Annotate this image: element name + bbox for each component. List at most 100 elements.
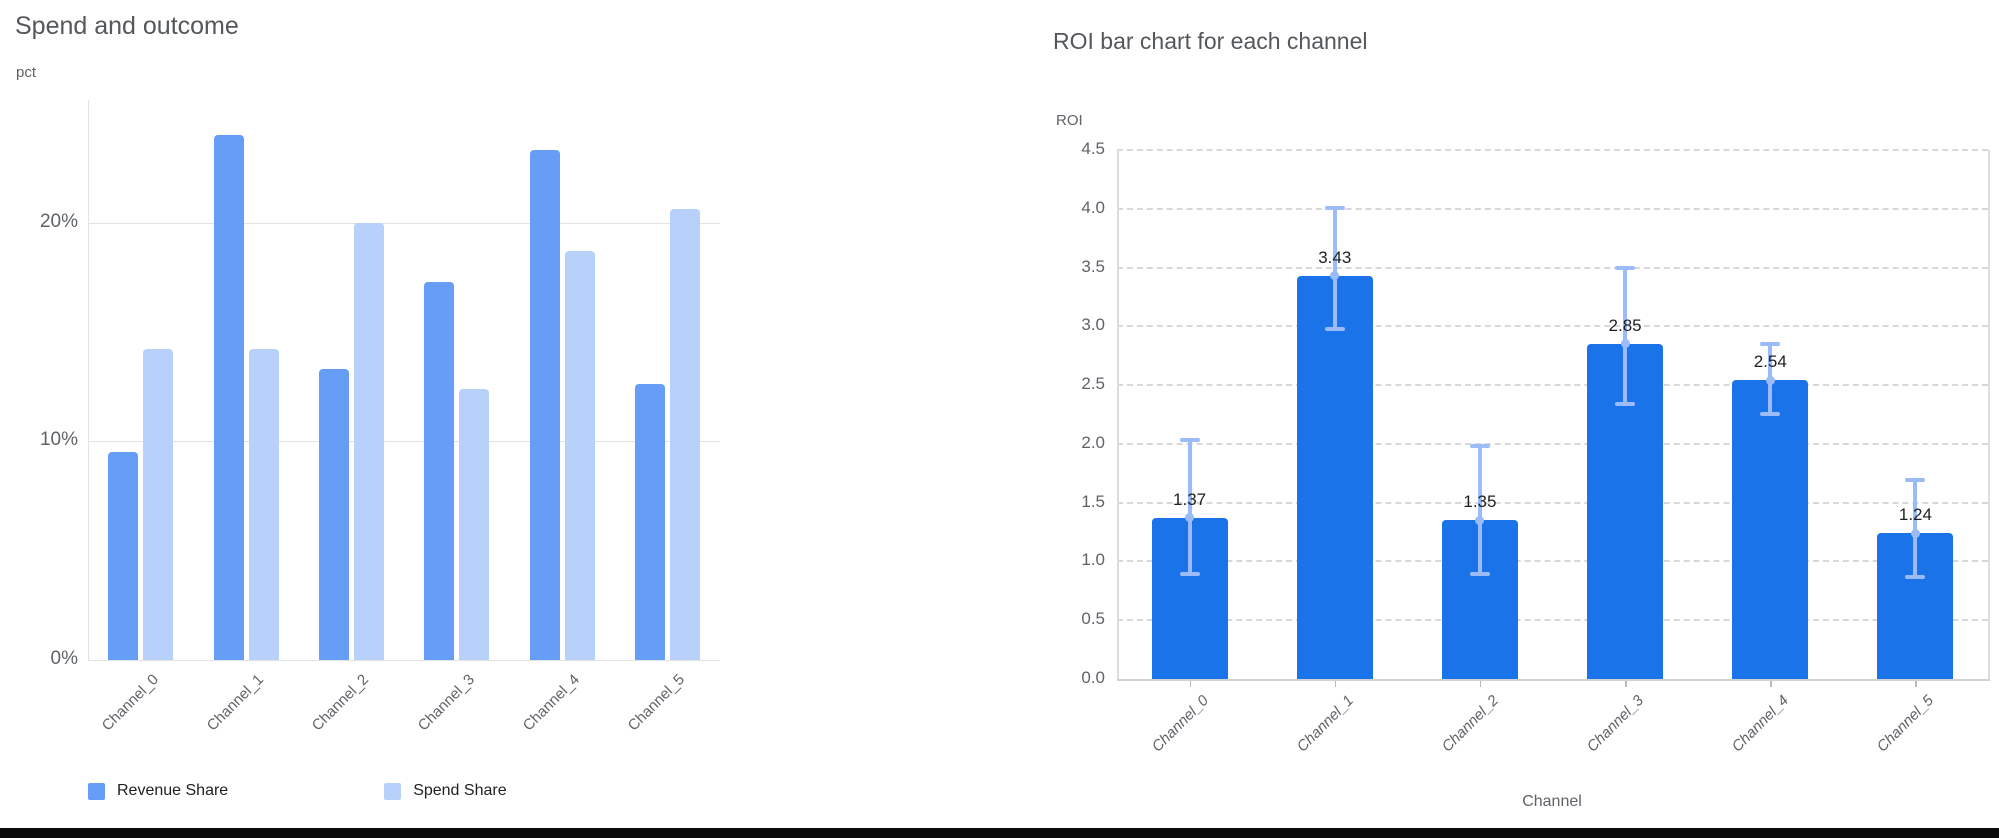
- right-y-tick-label: 3.5: [1081, 256, 1105, 276]
- bar-revenue-share: [318, 369, 349, 660]
- error-bar-line: [1187, 438, 1192, 576]
- right-x-tick-label: Channel_2: [1438, 692, 1502, 756]
- right-gridline: [1117, 325, 1988, 328]
- left-y-axis-unit: pct: [16, 64, 37, 81]
- right-x-tick: [1915, 681, 1917, 687]
- right-y-tick-label: 3.0: [1081, 315, 1105, 335]
- error-bar-cap-top: [1760, 341, 1781, 346]
- right-x-tick: [1334, 681, 1337, 687]
- left-gridline: [88, 441, 720, 443]
- bar-spend-share: [459, 388, 490, 660]
- right-gridline: [1117, 560, 1988, 563]
- right-gridline: [1117, 619, 1988, 622]
- error-bar-line: [1623, 266, 1628, 407]
- right-y-tick-label: 2.0: [1081, 432, 1105, 452]
- right-plot-border-left: [1117, 150, 1119, 679]
- roi-value-label: 2.54: [1753, 352, 1787, 372]
- error-bar-line: [1332, 206, 1337, 332]
- roi-value-label: 1.37: [1173, 489, 1207, 509]
- right-x-tick: [1770, 681, 1772, 687]
- spend-share-legend-label: Spend Share: [413, 782, 507, 799]
- error-bar-cap-top: [1469, 443, 1490, 448]
- right-plot-area: 0.0 0.5 1.0 1.5 2.0 2.5 3.0 3.5 4.0 4.5 1.37 Channe…: [1081, 139, 1990, 756]
- roi-bar: [1732, 380, 1809, 679]
- error-bar-cap-bottom: [1760, 411, 1781, 416]
- right-x-tick-label: Channel_3: [1583, 692, 1648, 756]
- right-x-axis-line: [1117, 679, 1990, 681]
- bar-revenue-share: [529, 150, 560, 660]
- roi-bar: [1296, 275, 1373, 679]
- roi-value-label: 1.24: [1898, 505, 1932, 525]
- right-y-axis-unit: ROI: [1056, 112, 1083, 129]
- error-bar-line: [1477, 443, 1482, 576]
- error-bar-mean-dot: [1330, 271, 1340, 281]
- error-bar-cap-top: [1615, 266, 1636, 271]
- right-x-axis-title: Channel: [1522, 793, 1582, 810]
- roi-value-label: 3.43: [1318, 247, 1352, 267]
- roi-value-label: 2.85: [1608, 315, 1642, 335]
- left-y-tick-label: 0%: [50, 648, 78, 669]
- right-x-tick-label: Channel_1: [1293, 692, 1357, 756]
- bar-spend-share: [564, 250, 595, 660]
- right-y-tick-label: 0.0: [1081, 668, 1105, 687]
- right-plot-border-right: [1988, 150, 1990, 679]
- error-bar-mean-dot: [1185, 513, 1195, 523]
- bar-revenue-share: [424, 281, 455, 660]
- roi-chart: ROI bar chart for each channel ROI 0.0 0.…: [790, 0, 1999, 820]
- left-y-tick-label: 10%: [39, 429, 78, 451]
- left-chart-title: Spend and outcome: [15, 12, 239, 40]
- left-plot-area: 0% 10% 20% Channel_0 Channel_1 Channel_2 Chann…: [0, 0, 790, 760]
- error-bar-mean-dot: [1620, 339, 1630, 349]
- bar-revenue-share: [108, 452, 139, 660]
- right-gridline: [1117, 384, 1988, 387]
- right-y-tick-label: 1.0: [1081, 550, 1105, 570]
- right-x-tick: [1189, 681, 1192, 687]
- left-gridline: [88, 660, 720, 661]
- right-gridline: [1117, 149, 1988, 151]
- error-bar-cap-top: [1324, 206, 1345, 211]
- spend-share-swatch: [384, 782, 402, 800]
- error-bar-line: [1913, 477, 1918, 580]
- bar-spend-share: [248, 349, 279, 660]
- right-y-tick-label: 4.0: [1081, 197, 1105, 217]
- revenue-share-swatch: [88, 782, 105, 800]
- error-bar-mean-dot: [1475, 515, 1485, 525]
- bar-revenue-share: [213, 135, 244, 660]
- right-gridline: [1117, 501, 1988, 504]
- error-bar-cap-bottom: [1324, 327, 1345, 332]
- right-y-tick-label: 1.5: [1081, 491, 1105, 511]
- error-bar-cap-bottom: [1469, 571, 1490, 576]
- left-gridline: [88, 222, 720, 224]
- error-bar-cap-top: [1905, 477, 1926, 482]
- left-y-axis-line: [88, 100, 89, 660]
- right-y-tick-label: 4.5: [1081, 139, 1105, 158]
- right-chart-title: ROI bar chart for each channel: [1053, 28, 1368, 54]
- error-bar-mean-dot: [1765, 375, 1775, 385]
- error-bar-cap-bottom: [1615, 402, 1636, 407]
- right-gridline: [1117, 442, 1988, 445]
- right-x-tick-label: Channel_5: [1874, 692, 1938, 756]
- bar-spend-share: [353, 222, 384, 660]
- left-y-tick-label: 20%: [39, 210, 78, 232]
- bar-spend-share: [669, 209, 700, 660]
- error-bar-mean-dot: [1910, 528, 1920, 538]
- right-gridline: [1117, 207, 1988, 210]
- bottom-divider: [0, 828, 1999, 838]
- error-bar-cap-bottom: [1179, 571, 1200, 576]
- roi-value-label: 1.35: [1463, 492, 1497, 512]
- bar-revenue-share: [634, 384, 665, 660]
- bar-spend-share: [143, 349, 174, 660]
- right-y-tick-label: 0.5: [1081, 609, 1105, 629]
- right-gridline: [1117, 266, 1988, 269]
- revenue-share-legend-label: Revenue Share: [117, 782, 229, 799]
- left-chart-legend: Revenue Share Spend Share: [88, 782, 507, 800]
- right-x-tick-label: Channel_0: [1148, 692, 1212, 756]
- right-x-tick-label: Channel_4: [1728, 692, 1793, 756]
- right-x-tick: [1625, 681, 1627, 687]
- error-bar-cap-top: [1179, 438, 1200, 442]
- spend-outcome-chart: Spend and outcome pct 0% 10% 20% Channel_0 C…: [0, 0, 790, 820]
- right-x-tick: [1479, 681, 1482, 687]
- error-bar-cap-bottom: [1905, 575, 1926, 580]
- right-y-tick-label: 2.5: [1081, 374, 1105, 394]
